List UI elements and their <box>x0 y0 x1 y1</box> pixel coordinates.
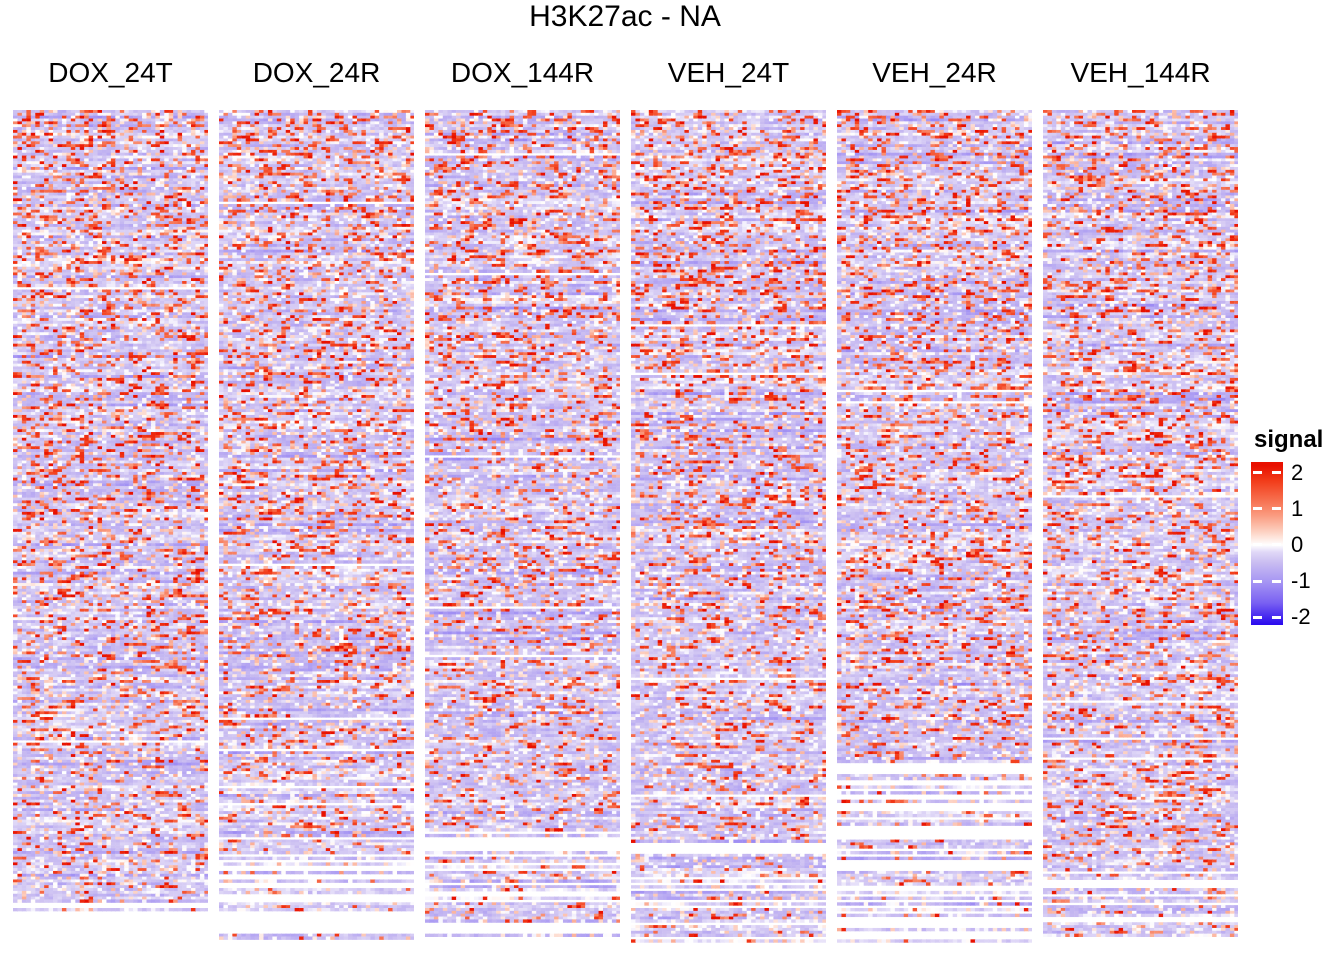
legend-tick-mark <box>1253 543 1262 547</box>
facet-label-dox_24t: DOX_24T <box>48 57 173 88</box>
facet-label-dox_24r: DOX_24R <box>252 57 381 88</box>
legend-tick-label: 1 <box>1291 495 1304 521</box>
legend-tick-mark <box>1272 579 1281 583</box>
legend-title: signal <box>1254 426 1324 453</box>
legend-tick-mark <box>1272 471 1281 475</box>
legend-tick-mark <box>1272 615 1281 619</box>
legend-tick-label: -2 <box>1291 604 1311 630</box>
facet-label-veh_24r: VEH_24R <box>872 57 997 88</box>
facet-label-dox_144r: DOX_144R <box>450 57 595 88</box>
legend-tick-label: -1 <box>1291 568 1311 593</box>
heatmap-panel-veh_144r <box>1043 110 1238 943</box>
legend-tick-mark <box>1253 579 1262 583</box>
plot-title: H3K27ac - NA <box>529 0 721 33</box>
legend-tick-mark <box>1253 471 1262 475</box>
legend-tick-mark <box>1272 543 1281 547</box>
facet-label-veh_144r: VEH_144R <box>1070 57 1211 88</box>
heatmap-panel-dox_24t <box>13 110 208 915</box>
legend-tick-mark <box>1253 507 1262 511</box>
heatmap-panel-veh_24r <box>837 110 1032 943</box>
heatmap-panel-veh_24t <box>631 110 826 943</box>
legend-tick-label: 0 <box>1291 531 1304 557</box>
legend-tick-mark <box>1272 507 1281 511</box>
facet-label-veh_24t: VEH_24T <box>667 57 790 88</box>
legend-tick-mark <box>1253 615 1262 619</box>
heatmap-panel-dox_144r <box>425 110 620 941</box>
heatmap-panel-dox_24r <box>219 110 414 941</box>
legend-tick-label: 2 <box>1291 459 1304 485</box>
